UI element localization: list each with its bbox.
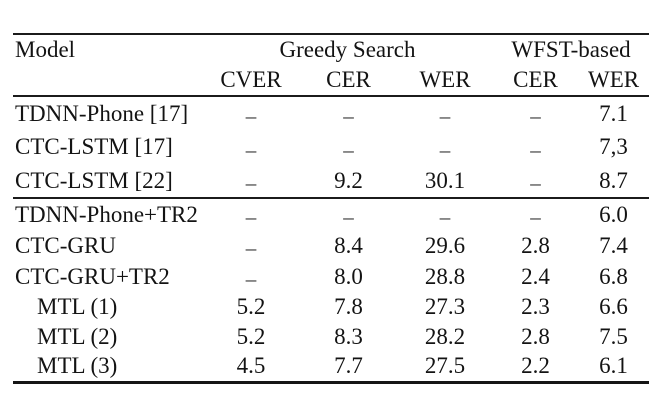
value-cell: 6.0 (599, 201, 628, 227)
value-cell: 7.1 (599, 100, 628, 126)
table-row: CTC-GRU+TR2 – 8.0 28.8 2.4 6.8 (13, 261, 649, 292)
value-cell: – (245, 205, 257, 229)
value-cell: – (343, 104, 354, 128)
value-cell: – (439, 137, 451, 162)
value-cell: 4.5 (236, 353, 266, 379)
table-row: MTL (3) 4.5 7.7 27.5 2.2 6.1 (13, 352, 649, 382)
value-cell: 2.3 (521, 294, 550, 319)
model-cell: CTC-LSTM [17] (15, 134, 173, 159)
value-cell: 2.4 (521, 263, 550, 289)
value-cell: 9.2 (334, 167, 363, 193)
value-cell: – (343, 205, 354, 229)
group-header-wfst-based: WFST-based (511, 36, 631, 62)
table-row: CTC-GRU – 8.4 29.6 2.8 7.4 (13, 230, 649, 261)
table-row: TDNN-Phone [17] – – – – 7.1 (13, 96, 649, 130)
value-cell: 7.7 (334, 353, 363, 379)
value-cell: 8.4 (334, 232, 363, 258)
table-row: MTL (2) 5.2 8.3 28.2 2.8 7.5 (13, 322, 649, 352)
table-header: Model Greedy Search WFST-based CVER CER … (13, 34, 650, 96)
value-cell: – (245, 236, 257, 260)
model-cell: MTL (1) (37, 294, 118, 319)
header-row-metrics: CVER CER WER CER WER (13, 64, 649, 96)
col-header-cver: CVER (220, 66, 282, 92)
value-cell: 2.2 (521, 353, 550, 379)
value-cell: – (343, 137, 354, 162)
model-cell: TDNN-Phone [17] (15, 100, 189, 126)
value-cell: – (439, 104, 451, 128)
value-cell: 2.8 (521, 232, 550, 258)
value-cell: 6.6 (599, 294, 628, 319)
value-cell: – (530, 205, 541, 229)
table-group-proposed: TDNN-Phone+TR2 – – – – 6.0 CTC-GRU – 8.4… (13, 198, 649, 382)
col-header-cer-greedy: CER (326, 66, 371, 92)
value-cell: – (245, 137, 257, 162)
value-cell: 8.3 (334, 324, 363, 349)
table-group-baselines: TDNN-Phone [17] – – – – 7.1 CTC-LSTM [17… (13, 96, 650, 198)
col-header-cer-wfst: CER (513, 66, 558, 92)
value-cell: 8.0 (334, 263, 363, 289)
group-header-greedy-search: Greedy Search (279, 36, 416, 62)
value-cell: 27.3 (424, 294, 466, 319)
col-header-wer-wfst: WER (587, 66, 640, 92)
table-row: CTC-LSTM [17] – – – – 7,3 (13, 130, 649, 164)
value-cell: – (530, 137, 541, 162)
value-cell: 7.4 (599, 232, 628, 258)
header-row-groups: Model Greedy Search WFST-based (13, 34, 649, 64)
value-cell: 5.2 (236, 324, 266, 349)
value-cell: 5.2 (236, 294, 266, 319)
table-row: CTC-LSTM [22] – 9.2 30.1 – 8.7 (13, 164, 649, 198)
model-cell: TDNN-Phone+TR2 (15, 201, 198, 227)
value-cell: 27.5 (424, 353, 466, 379)
table-row: MTL (1) 5.2 7.8 27.3 2.3 6.6 (13, 292, 649, 322)
value-cell: – (530, 171, 541, 195)
model-cell: CTC-GRU+TR2 (15, 263, 170, 289)
value-cell: 8.7 (599, 167, 628, 193)
value-cell: 30.1 (424, 167, 466, 193)
value-cell: 7.8 (334, 294, 363, 319)
model-cell: MTL (2) (37, 324, 118, 349)
value-cell: 6.1 (599, 353, 628, 379)
model-cell: CTC-LSTM [22] (15, 167, 173, 193)
col-header-model: Model (15, 37, 76, 62)
results-table: Model Greedy Search WFST-based CVER CER … (13, 33, 650, 384)
value-cell: – (245, 104, 257, 128)
value-cell: 28.8 (424, 263, 466, 289)
model-cell: CTC-GRU (15, 232, 116, 258)
model-cell: MTL (3) (37, 353, 118, 379)
value-cell: – (439, 205, 451, 229)
value-cell: – (245, 267, 257, 291)
value-cell: – (530, 104, 541, 128)
value-cell: – (245, 171, 257, 195)
col-header-wer-greedy: WER (419, 66, 471, 92)
table-row: TDNN-Phone+TR2 – – – – 6.0 (13, 198, 649, 230)
value-cell: 6.8 (599, 263, 628, 289)
value-cell: 7.5 (599, 324, 628, 349)
value-cell: 7,3 (599, 134, 628, 159)
value-cell: 29.6 (424, 232, 466, 258)
value-cell: 28.2 (424, 324, 466, 349)
value-cell: 2.8 (521, 324, 550, 349)
